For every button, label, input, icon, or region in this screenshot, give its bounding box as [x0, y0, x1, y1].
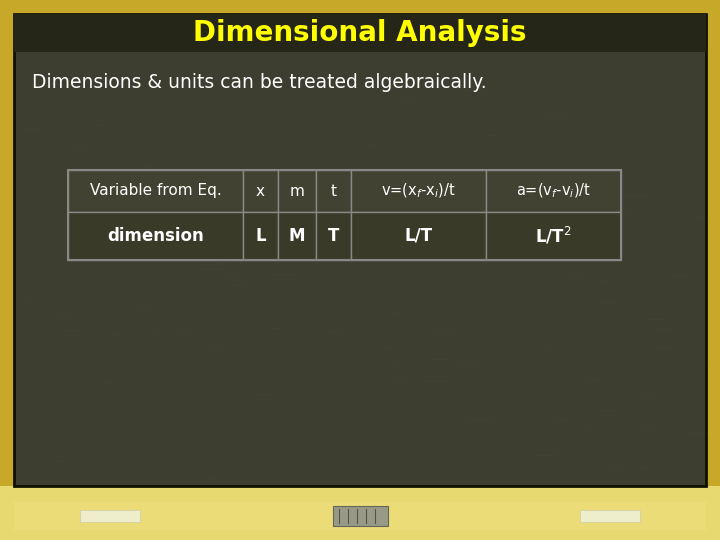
Bar [486, 170, 621, 212]
Bar [278, 170, 316, 212]
Text: Variable from Eq.: Variable from Eq. [89, 184, 221, 199]
Text: t: t [330, 184, 336, 199]
Bar [351, 170, 486, 212]
Text: T: T [328, 227, 339, 245]
Text: m: m [289, 184, 305, 199]
Bar [243, 212, 278, 260]
Bar [80, 510, 140, 522]
Bar [14, 14, 706, 52]
Text: Dimensions & units can be treated algebraically.: Dimensions & units can be treated algebr… [32, 72, 487, 91]
Bar [68, 170, 243, 212]
Text: dimension: dimension [107, 227, 204, 245]
Bar [316, 212, 351, 260]
Bar [14, 502, 706, 530]
Text: x: x [256, 184, 265, 199]
Bar [243, 170, 278, 212]
Bar [14, 14, 706, 486]
Bar [68, 212, 243, 260]
Text: Dimensional Analysis: Dimensional Analysis [193, 19, 527, 47]
Bar [278, 212, 316, 260]
Text: L: L [255, 227, 266, 245]
Text: L/T$^2$: L/T$^2$ [535, 226, 572, 247]
Text: v=(x$_f$-x$_i$)/t: v=(x$_f$-x$_i$)/t [381, 182, 456, 200]
Bar [0, 486, 720, 540]
Bar [351, 212, 486, 260]
Bar [68, 170, 621, 260]
Bar [316, 170, 351, 212]
Bar [486, 212, 621, 260]
Text: L/T: L/T [405, 227, 433, 245]
Text: a=(v$_f$-v$_i$)/t: a=(v$_f$-v$_i$)/t [516, 182, 591, 200]
Bar [580, 510, 640, 522]
Bar [333, 506, 387, 526]
Text: M: M [289, 227, 305, 245]
